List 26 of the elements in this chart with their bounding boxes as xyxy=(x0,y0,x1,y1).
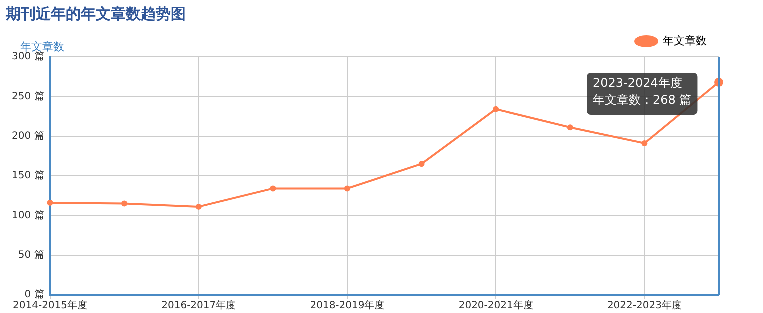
point xyxy=(642,140,648,146)
point xyxy=(493,106,500,112)
annotation: 2023-2024年度 xyxy=(593,76,682,90)
y-tick-label: 300 篇 xyxy=(12,52,44,63)
point xyxy=(47,200,54,206)
y-tick-label: 150 篇 xyxy=(12,170,44,182)
y-axis-title: 年文章数 xyxy=(20,40,64,54)
y-tick-label: 250 篇 xyxy=(12,91,44,102)
x-tick-label: 2018-2019年度 xyxy=(310,300,385,312)
point xyxy=(418,161,425,168)
x-tick-label: 2016-2017年度 xyxy=(162,300,236,312)
legend-label: 年文章数 xyxy=(663,34,707,48)
point xyxy=(270,186,276,192)
annotation: 年文章数：268 篇 xyxy=(593,93,692,108)
x-tick-label: 2014-2015年度 xyxy=(13,300,88,312)
x-tick-label: 2020-2021年度 xyxy=(458,300,534,312)
chart-title: 期刊近年的年文章数趋势图 xyxy=(5,4,186,23)
y-tick-label: 0 篇 xyxy=(24,290,44,301)
x-tick-label: 2022-2023年度 xyxy=(607,300,682,312)
point xyxy=(344,186,350,192)
y-tick-label: 100 篇 xyxy=(12,210,44,222)
point xyxy=(567,124,574,131)
point xyxy=(196,204,202,210)
y-tick-label: 50 篇 xyxy=(18,250,44,261)
point xyxy=(122,200,128,207)
y-tick-label: 200 篇 xyxy=(12,130,44,142)
